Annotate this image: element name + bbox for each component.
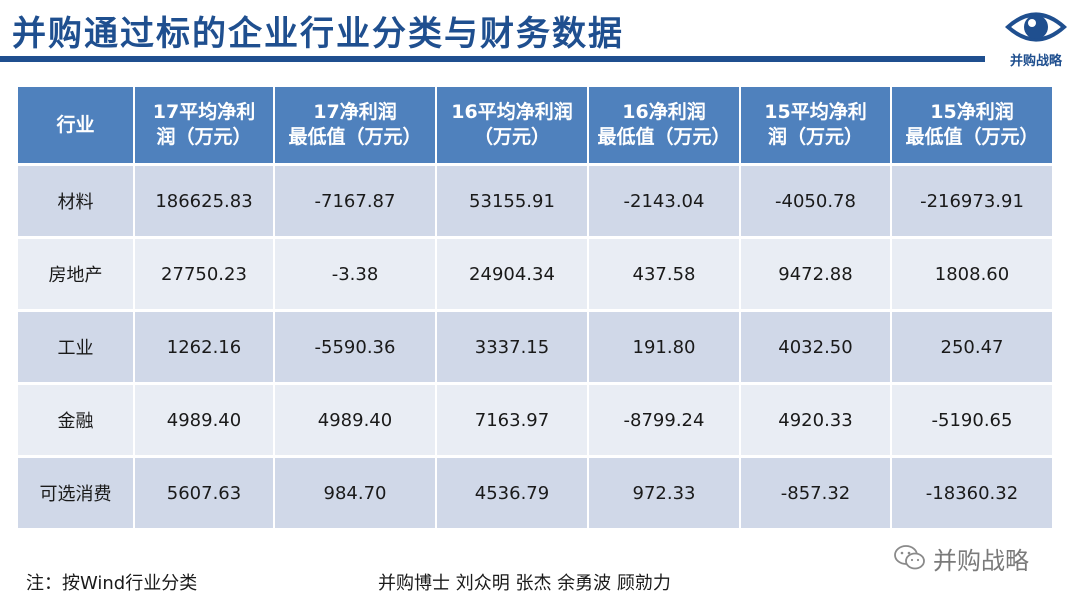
table-cell: -5590.36: [274, 310, 437, 385]
table-cell: 5607.63: [134, 456, 275, 531]
table-cell: -5190.65: [891, 383, 1054, 458]
eye-icon: [1004, 12, 1068, 42]
header-17-min-profit: 17净利润 最低值（万元）: [274, 87, 437, 166]
header-industry: 行业: [18, 87, 135, 166]
watermark-text: 并购战略: [933, 546, 1029, 575]
table-cell: 3337.15: [436, 310, 589, 385]
table-row: 金融 4989.40 4989.40 7163.97 -8799.24 4920…: [18, 383, 1054, 458]
header-16-min-profit: 16净利润 最低值（万元）: [588, 87, 741, 166]
table-cell: 房地产: [18, 237, 135, 312]
authors-credit: 并购博士 刘众明 张杰 余勇波 顾勍力: [378, 573, 671, 594]
slide-title: 并购通过标的企业行业分类与财务数据: [12, 14, 624, 54]
header-15-avg-profit: 15平均净利 润（万元）: [740, 87, 892, 166]
table-cell: 4989.40: [274, 383, 437, 458]
table-cell: 984.70: [274, 456, 437, 531]
table-cell: 4536.79: [436, 456, 589, 531]
wechat-watermark: 并购战略: [893, 540, 1029, 576]
table-cell: 材料: [18, 164, 135, 239]
table-cell: -8799.24: [588, 383, 741, 458]
table-header-row: 行业 17平均净利 润（万元） 17净利润 最低值（万元） 16平均净利润 （万元） …: [18, 87, 1054, 166]
table-cell: 工业: [18, 310, 135, 385]
brand-logo: 并购战略: [998, 6, 1074, 70]
header-17-avg-profit: 17平均净利 润（万元）: [134, 87, 275, 166]
table-cell: 4032.50: [740, 310, 892, 385]
table-row: 工业 1262.16 -5590.36 3337.15 191.80 4032.…: [18, 310, 1054, 385]
table-cell: -3.38: [274, 237, 437, 312]
table-cell: -7167.87: [274, 164, 437, 239]
table-cell: 可选消费: [18, 456, 135, 531]
table-cell: -2143.04: [588, 164, 741, 239]
industry-financial-table: 行业 17平均净利 润（万元） 17净利润 最低值（万元） 16平均净利润 （万元） …: [18, 87, 1054, 531]
table-cell: 4920.33: [740, 383, 892, 458]
logo-text: 并购战略: [1009, 54, 1062, 69]
table-cell: 金融: [18, 383, 135, 458]
table-cell: 1262.16: [134, 310, 275, 385]
table-cell: 53155.91: [436, 164, 589, 239]
table-cell: -216973.91: [891, 164, 1054, 239]
footnote: 注：按Wind行业分类: [26, 573, 198, 594]
table-cell: 24904.34: [436, 237, 589, 312]
table-row: 房地产 27750.23 -3.38 24904.34 437.58 9472.…: [18, 237, 1054, 312]
table-cell: 250.47: [891, 310, 1054, 385]
table-cell: 4989.40: [134, 383, 275, 458]
table-cell: 191.80: [588, 310, 741, 385]
table-row: 材料 186625.83 -7167.87 53155.91 -2143.04 …: [18, 164, 1054, 239]
table-cell: 1808.60: [891, 237, 1054, 312]
table-cell: 27750.23: [134, 237, 275, 312]
table-cell: 186625.83: [134, 164, 275, 239]
table-cell: 7163.97: [436, 383, 589, 458]
table-cell: 9472.88: [740, 237, 892, 312]
header-15-min-profit: 15净利润 最低值（万元）: [891, 87, 1054, 166]
table-cell: -857.32: [740, 456, 892, 531]
table-cell: 437.58: [588, 237, 741, 312]
wechat-icon: [894, 545, 925, 570]
table-cell: -18360.32: [891, 456, 1054, 531]
header-16-avg-profit: 16平均净利润 （万元）: [436, 87, 589, 166]
table-cell: 972.33: [588, 456, 741, 531]
table-row: 可选消费 5607.63 984.70 4536.79 972.33 -857.…: [18, 456, 1054, 531]
table-cell: -4050.78: [740, 164, 892, 239]
title-underline: [0, 56, 985, 62]
